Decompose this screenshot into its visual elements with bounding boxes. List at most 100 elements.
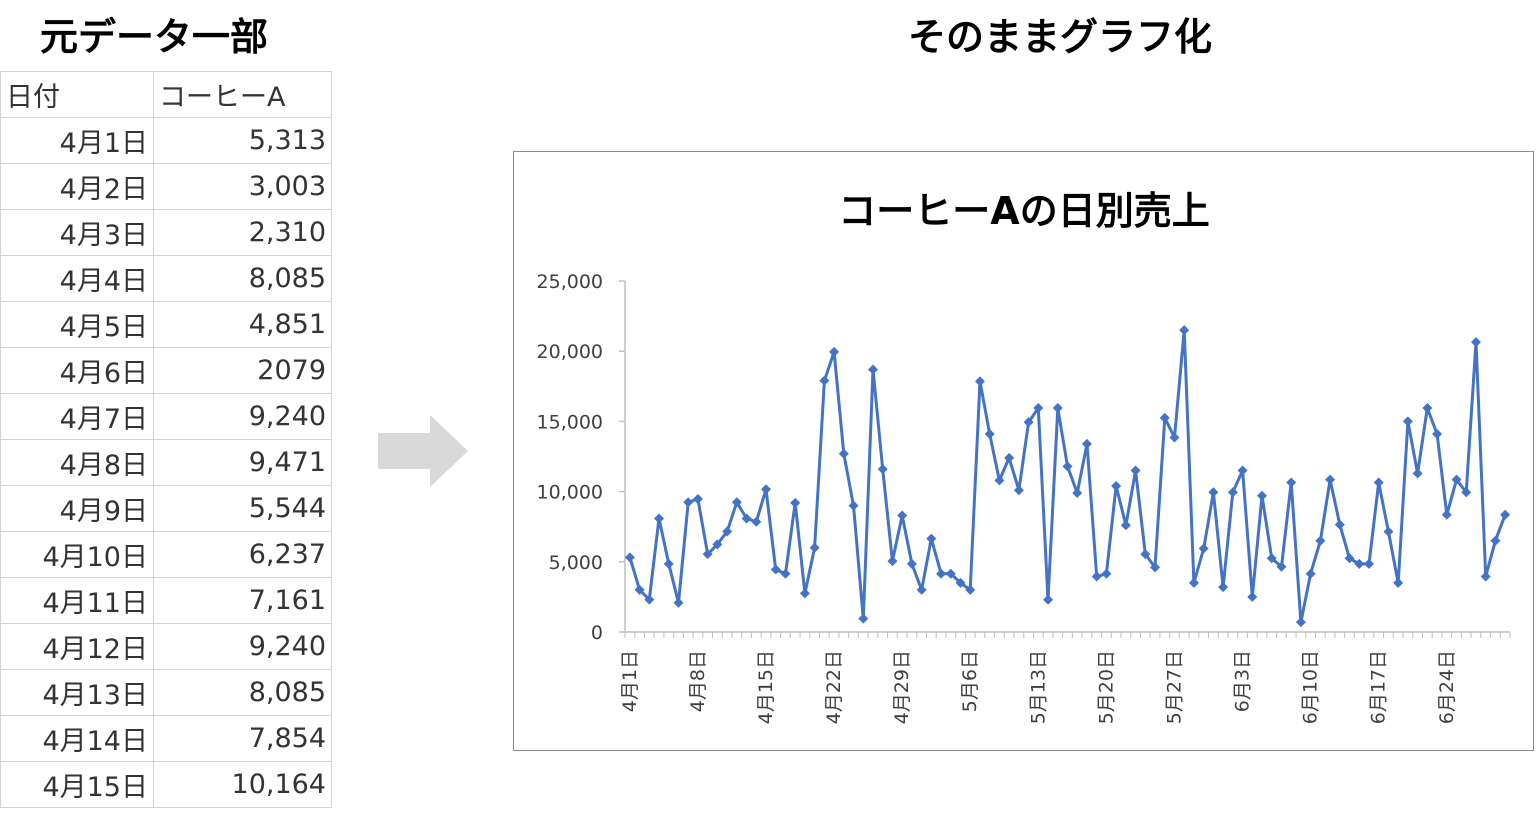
data-point: [1363, 558, 1374, 569]
data-point: [1286, 477, 1297, 488]
data-point: [1315, 535, 1326, 546]
x-tick-label: 4月29日: [891, 650, 913, 724]
x-tick-label: 6月10日: [1300, 650, 1322, 724]
data-point: [838, 448, 849, 459]
sales-cell: 5,544: [153, 485, 332, 532]
data-point: [1218, 582, 1229, 593]
data-point: [770, 564, 781, 575]
right-arrow-icon: [378, 415, 468, 487]
data-point: [1169, 432, 1180, 443]
data-point: [1150, 562, 1161, 573]
data-point: [1111, 480, 1122, 491]
date-cell: 4月2日: [0, 163, 154, 210]
data-point: [994, 475, 1005, 486]
data-point: [1402, 416, 1413, 427]
table-row: 4月11日 7,161: [0, 577, 332, 624]
data-point: [1373, 477, 1384, 488]
data-point: [780, 568, 791, 579]
data-point: [663, 558, 674, 569]
y-tick-label: 10,000: [537, 482, 603, 504]
data-point: [1081, 438, 1092, 449]
date-cell: 4月1日: [0, 117, 154, 164]
data-point: [1179, 325, 1190, 336]
data-point: [673, 597, 684, 608]
data-point: [984, 429, 995, 440]
x-tick-label: 4月8日: [687, 650, 709, 712]
date-cell: 4月14日: [0, 715, 154, 762]
x-tick-label: 5月20日: [1095, 650, 1117, 724]
data-point: [809, 542, 820, 553]
data-point: [1441, 509, 1452, 520]
table-row: 4月13日 8,085: [0, 669, 332, 716]
data-point: [1393, 577, 1404, 588]
data-point: [1120, 520, 1131, 531]
data-point: [1344, 553, 1355, 564]
table-row: 4月6日 2079: [0, 347, 332, 394]
data-point: [1276, 561, 1287, 572]
series-line: [628, 328, 1507, 624]
data-point: [1500, 509, 1511, 520]
data-point: [1266, 553, 1277, 564]
table-row: 4月14日 7,854: [0, 715, 332, 762]
x-tick-label: 4月15日: [755, 650, 777, 724]
data-table: 日付 コーヒーA 4月1日 5,313 4月2日 3,003 4月3日 2,310 4月4日…: [0, 71, 332, 808]
date-cell: 4月13日: [0, 669, 154, 716]
sales-cell: 2,310: [153, 209, 332, 256]
data-point: [654, 513, 665, 524]
data-point: [1451, 474, 1462, 485]
data-point: [897, 510, 908, 521]
sales-cell: 8,085: [153, 669, 332, 716]
date-cell: 4月11日: [0, 577, 154, 624]
date-cell: 4月9日: [0, 485, 154, 532]
sales-cell: 4,851: [153, 301, 332, 348]
date-cell: 4月7日: [0, 393, 154, 440]
sales-cell: 3,003: [153, 163, 332, 210]
data-point: [887, 556, 898, 567]
data-point: [974, 376, 985, 387]
data-point: [1480, 571, 1491, 582]
table-row: 4月7日 9,240: [0, 393, 332, 440]
data-point: [644, 594, 655, 605]
data-point: [965, 584, 976, 595]
data-point: [702, 549, 713, 560]
date-cell: 4月10日: [0, 531, 154, 578]
data-point: [692, 494, 703, 505]
table-row: 4月15日 10,164: [0, 761, 332, 808]
date-cell: 4月8日: [0, 439, 154, 486]
data-point: [741, 513, 752, 524]
data-point: [1130, 465, 1141, 476]
y-tick-label: 15,000: [537, 411, 603, 433]
data-point: [1013, 485, 1024, 496]
date-cell: 4月12日: [0, 623, 154, 670]
table-row: 4月12日 9,240: [0, 623, 332, 670]
table-header-row: 日付 コーヒーA: [0, 71, 332, 118]
data-point: [1237, 465, 1248, 476]
chart-area: コーヒーAの日別売上 0 5,000 10,000 15,000 20,000 25,000…: [513, 151, 1534, 751]
header-date: 日付: [0, 71, 154, 118]
date-cell: 4月5日: [0, 301, 154, 348]
y-tick-label: 25,000: [537, 271, 603, 293]
sales-cell: 9,240: [153, 393, 332, 440]
data-point: [1004, 452, 1015, 463]
x-tick-label: 6月17日: [1368, 650, 1390, 724]
data-point: [790, 497, 801, 508]
sales-cell: 10,164: [153, 761, 332, 808]
date-cell: 4月4日: [0, 255, 154, 302]
x-tick-label: 4月22日: [823, 650, 845, 724]
data-point: [712, 539, 723, 550]
table-row: 4月2日 3,003: [0, 163, 332, 210]
x-tick-label: 5月13日: [1027, 650, 1049, 724]
chart-section-heading: そのままグラフ化: [908, 15, 1213, 59]
data-point: [1023, 417, 1034, 428]
data-point: [1227, 487, 1238, 498]
data-point: [1305, 568, 1316, 579]
sales-cell: 7,161: [153, 577, 332, 624]
data-point: [936, 568, 947, 579]
data-point: [799, 588, 810, 599]
table-row: 4月10日 6,237: [0, 531, 332, 578]
data-point: [751, 516, 762, 527]
data-point: [867, 364, 878, 375]
data-point: [1208, 487, 1219, 498]
date-cell: 4月3日: [0, 209, 154, 256]
data-point: [683, 497, 694, 508]
